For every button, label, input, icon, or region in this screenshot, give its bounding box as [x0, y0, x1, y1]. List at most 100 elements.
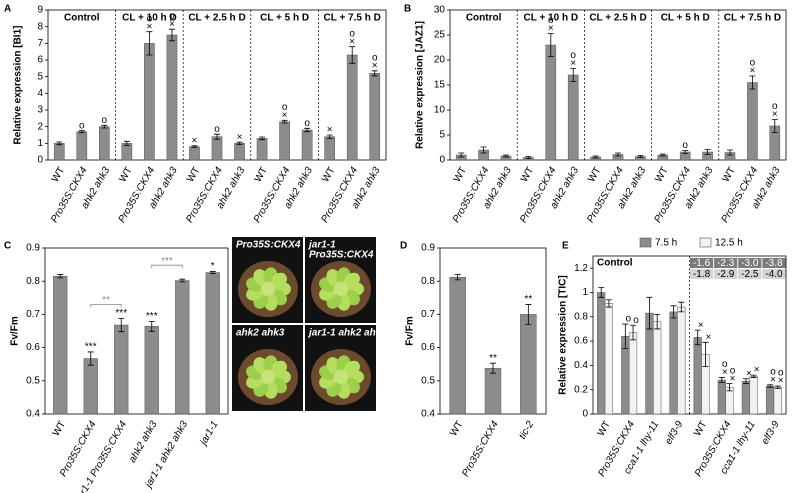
bar — [53, 275, 68, 415]
group-label: CL + 5 h D — [260, 13, 309, 24]
y-tick-label: 15 — [434, 80, 446, 91]
error-bar — [371, 70, 378, 77]
bar — [669, 311, 678, 415]
bar — [144, 326, 159, 415]
group-label: CL + 10 h D — [122, 13, 177, 24]
table-value: -3.8 — [765, 258, 783, 269]
y-tick-label: 1 — [582, 287, 588, 298]
bar — [99, 126, 110, 161]
y-tick-label: 0.4 — [26, 409, 40, 420]
x-tick-label: WT — [50, 165, 67, 184]
y-axis-label: Fv/Fm — [10, 316, 21, 346]
bar — [83, 358, 98, 415]
comparison-label: ** — [102, 295, 110, 306]
significance-mark: o — [778, 368, 784, 379]
significance-mark: o — [102, 115, 108, 126]
y-tick-label: 0.5 — [26, 375, 40, 386]
significance-mark: × — [698, 320, 704, 331]
bar — [256, 138, 268, 161]
y-tick-label: 7 — [37, 38, 43, 49]
error-bar — [118, 317, 125, 333]
x-tick-label: WT — [452, 165, 469, 184]
table-value: -2.5 — [741, 269, 759, 280]
error-bar — [771, 119, 778, 133]
error-bar — [570, 68, 577, 82]
error-bar — [727, 149, 733, 156]
y-tick-label: 0.9 — [421, 243, 435, 254]
error-bar — [146, 31, 153, 56]
y-tick-label: 0.7 — [421, 309, 435, 320]
bar — [604, 303, 614, 415]
error-bar — [123, 140, 130, 146]
significance-mark: ** — [524, 294, 532, 305]
y-tick-label: 0.8 — [421, 276, 435, 287]
group-label: CL + 5 h D — [661, 13, 710, 24]
bar — [520, 314, 537, 415]
error-bar — [349, 46, 356, 64]
y-tick-label: 0.4 — [574, 360, 588, 371]
table-cell — [738, 269, 762, 279]
error-bar — [209, 271, 216, 274]
error-bar — [490, 362, 496, 374]
error-bar — [767, 384, 774, 388]
error-bar — [630, 324, 637, 341]
y-tick-label: 0 — [439, 155, 445, 166]
group-label: CL + 7.5 h D — [324, 13, 381, 24]
significance-mark: × — [372, 60, 378, 71]
bar — [189, 146, 200, 161]
x-tick-label: WT — [721, 165, 738, 184]
error-bar — [694, 329, 701, 346]
leaf — [343, 272, 360, 289]
significance-mark: × — [282, 110, 288, 121]
x-tick-label: jar1-1 — [197, 419, 220, 448]
legend-label: 12.5 h — [715, 238, 743, 249]
bar — [741, 380, 751, 415]
significance-mark: × — [192, 135, 198, 146]
error-bar — [718, 377, 725, 383]
photo-label: jar1-1 ahk2 ahk3 — [307, 328, 387, 339]
x-tick-label: WT — [519, 165, 536, 184]
plot-frame — [449, 9, 787, 161]
error-bar — [702, 341, 709, 367]
rosette-center — [261, 370, 275, 384]
bar — [717, 379, 726, 415]
bar — [114, 324, 129, 415]
significance-mark: × — [570, 58, 576, 69]
bar — [773, 387, 782, 415]
y-tick-label: 25 — [434, 30, 446, 41]
error-bar — [236, 141, 243, 145]
error-bar — [637, 155, 644, 158]
rosette-center — [261, 282, 275, 296]
significance-mark: o — [730, 365, 736, 376]
significance-mark: *** — [146, 311, 158, 322]
error-bar — [101, 124, 108, 129]
y-tick-label: 6 — [37, 55, 43, 66]
y-axis-label: Relative expression [BI1] — [13, 26, 24, 145]
significance-mark: ** — [489, 353, 497, 364]
significance-mark: × — [749, 66, 755, 77]
y-tick-label: 30 — [434, 5, 446, 16]
significance-mark: o — [169, 11, 175, 22]
significance-mark: o — [372, 52, 378, 63]
error-bar — [326, 134, 333, 139]
plot-frame — [44, 247, 229, 415]
bar — [747, 82, 758, 161]
error-bar — [749, 75, 756, 90]
y-tick-label: 5 — [37, 71, 43, 82]
table-value: -4.0 — [765, 269, 783, 280]
x-tick-label: elf3-9 — [663, 419, 685, 447]
y-tick-label: 0.2 — [574, 384, 588, 395]
bar — [567, 74, 579, 161]
significance-mark: × — [169, 19, 175, 30]
significance-mark: × — [548, 23, 554, 34]
y-tick-label: 0.4 — [421, 409, 435, 420]
error-bar — [547, 33, 554, 57]
y-axis-label: Fv/Fm — [405, 316, 416, 346]
y-axis-label: Relative expression [JAZ1] — [415, 21, 426, 149]
legend-swatch — [699, 237, 712, 248]
error-bar — [281, 119, 288, 124]
error-bar — [56, 141, 63, 146]
bar — [545, 44, 557, 161]
error-bar — [525, 156, 532, 159]
